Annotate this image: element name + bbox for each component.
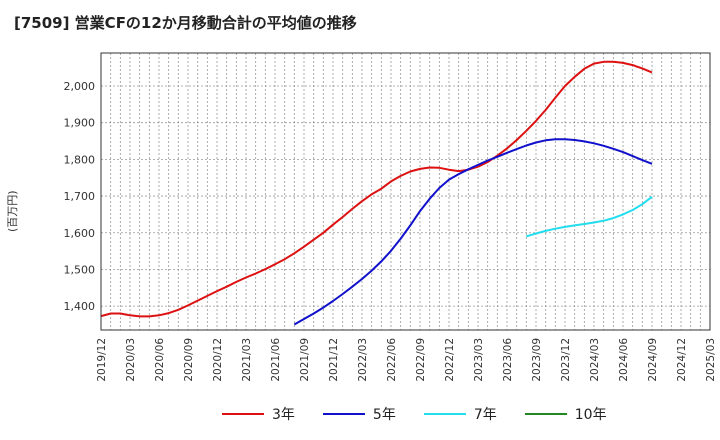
x-tick-label: 2020/06 (154, 338, 166, 382)
x-tick-label: 2021/12 (328, 338, 340, 382)
x-tick-label: 2023/03 (473, 338, 485, 382)
x-tick-label: 2022/09 (415, 338, 427, 382)
legend-item: 10年 (524, 404, 607, 424)
x-tick-label: 2025/03 (705, 338, 717, 382)
y-tick-label: 1,500 (64, 263, 96, 276)
x-tick-label: 2023/12 (560, 338, 572, 382)
y-tick-label: 1,600 (64, 227, 96, 240)
y-tick-label: 1,800 (64, 153, 96, 166)
x-tick-label: 2023/09 (531, 338, 543, 382)
x-tick-label: 2024/03 (589, 338, 601, 382)
x-tick-label: 2021/03 (241, 338, 253, 382)
x-tick-label: 2020/09 (183, 338, 195, 382)
series-lines (100, 60, 653, 326)
legend-swatch (322, 413, 365, 415)
x-tick-label: 2024/09 (647, 338, 659, 382)
x-tick-labels: 2019/12 2020/03 2020/06 2020/09 2020/12 2021/… (96, 338, 717, 382)
y-tick-label: 1,700 (64, 190, 96, 203)
x-tick-label: 2023/06 (502, 338, 514, 382)
x-tick-label: 2022/03 (357, 338, 369, 382)
x-tick-label: 2022/12 (444, 338, 456, 382)
x-tick-label: 2021/06 (270, 338, 282, 382)
x-tick-label: 2020/12 (212, 338, 224, 382)
legend-swatch (423, 413, 466, 415)
x-tick-label: 2021/09 (299, 338, 311, 382)
x-tick-label: 2019/12 (96, 338, 108, 382)
y-tick-label: 2,000 (64, 80, 96, 93)
series-line-3年 (100, 60, 653, 318)
x-tick-label: 2024/06 (618, 338, 630, 382)
grid-lines (100, 53, 711, 330)
legend-swatch (222, 413, 264, 415)
legend-item: 7年 (423, 404, 497, 424)
legend-label: 3年 (272, 407, 295, 423)
legend-label: 7年 (473, 407, 497, 423)
x-tick-label: 2020/03 (125, 338, 137, 382)
y-tick-labels: 1,400 1,500 1,600 1,700 1,800 1,900 2,000 (64, 80, 96, 313)
series-line-5年 (293, 138, 653, 326)
x-tick-label: 2022/06 (386, 338, 398, 382)
legend-label: 10年 (574, 407, 607, 423)
legend-swatch (524, 413, 567, 415)
legend-item: 5年 (322, 404, 396, 424)
series-line-7年 (526, 196, 653, 238)
chart-title: [7509] 営業CFの12か月移動合計の平均値の推移 (14, 14, 357, 32)
legend: 3年 5年 7年 10年 (222, 404, 635, 424)
plot-frame (100, 52, 711, 331)
y-tick-label: 1,900 (64, 117, 96, 130)
legend-label: 5年 (372, 407, 396, 423)
y-tick-label: 1,400 (64, 300, 96, 313)
x-tick-label: 2024/12 (676, 338, 688, 382)
legend-item: 3年 (222, 404, 295, 424)
